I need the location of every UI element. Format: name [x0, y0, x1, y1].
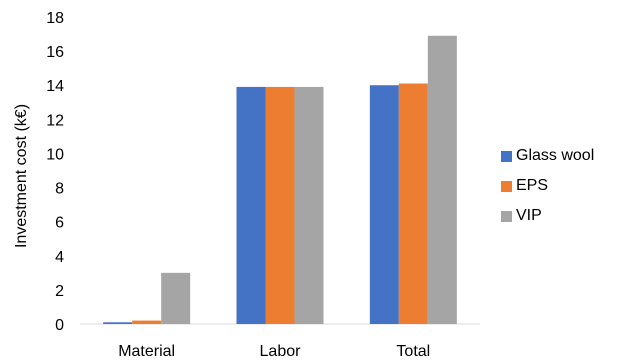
- x-axis-ticks: Material Labor Total: [118, 343, 430, 360]
- legend-swatch: [501, 150, 512, 162]
- y-tick-label: 12: [46, 112, 64, 129]
- y-axis-ticks: 0 2 4 6 8 10 12 14 16 18: [46, 10, 64, 334]
- y-tick-label: 0: [55, 317, 64, 334]
- legend-item: VIP: [501, 201, 594, 231]
- y-tick-label: 8: [55, 181, 64, 198]
- x-tick-label: Labor: [260, 343, 302, 360]
- y-tick-label: 16: [46, 44, 64, 61]
- x-tick-label: Total: [396, 343, 430, 360]
- y-tick-label: 2: [55, 283, 64, 300]
- bar-eps-labor: [265, 86, 295, 324]
- bars: [103, 35, 457, 325]
- legend-item: Glass wool: [501, 141, 594, 171]
- bar-eps-material: [132, 320, 162, 324]
- legend-swatch: [501, 210, 512, 222]
- legend-label: EPS: [516, 177, 549, 194]
- bar-vip-total: [427, 35, 457, 325]
- bar-glass-wool-labor: [236, 86, 266, 324]
- y-tick-label: 6: [55, 215, 64, 232]
- y-tick-label: 4: [55, 249, 64, 266]
- bar-glass-wool-material: [103, 322, 133, 324]
- bar-eps-total: [398, 83, 428, 325]
- bar-glass-wool-total: [369, 85, 399, 324]
- legend: Glass wool EPS VIP: [501, 141, 594, 231]
- y-tick-label: 10: [46, 146, 64, 163]
- legend-label: VIP: [516, 207, 542, 224]
- bar-vip-labor: [294, 86, 324, 324]
- y-tick-label: 14: [46, 78, 64, 95]
- y-tick-label: 18: [46, 10, 64, 27]
- x-tick-label: Material: [118, 343, 175, 360]
- legend-item: EPS: [501, 171, 594, 201]
- legend-label: Glass wool: [516, 147, 595, 164]
- bar-vip-material: [161, 272, 191, 324]
- y-axis-label: Investment cost (k€): [13, 104, 30, 248]
- legend-swatch: [501, 180, 512, 192]
